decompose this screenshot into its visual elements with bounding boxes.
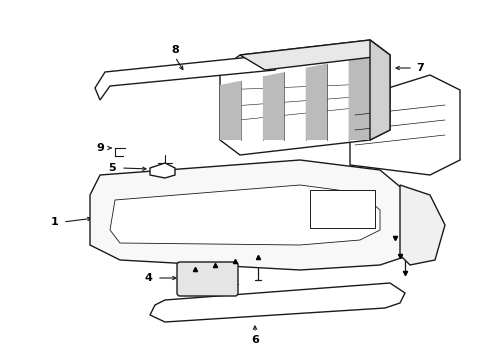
- Polygon shape: [350, 75, 460, 175]
- Polygon shape: [90, 160, 420, 270]
- Polygon shape: [150, 283, 405, 322]
- Polygon shape: [110, 185, 380, 245]
- Polygon shape: [370, 40, 390, 140]
- Polygon shape: [263, 72, 284, 140]
- Text: 6: 6: [251, 335, 259, 345]
- Polygon shape: [220, 81, 242, 140]
- Text: 2: 2: [354, 290, 362, 300]
- Text: 4: 4: [144, 273, 152, 283]
- Polygon shape: [240, 40, 390, 70]
- Polygon shape: [400, 185, 445, 265]
- FancyBboxPatch shape: [310, 190, 375, 228]
- Polygon shape: [306, 64, 327, 140]
- Text: 5: 5: [108, 163, 116, 173]
- Text: 8: 8: [171, 45, 179, 55]
- Polygon shape: [95, 55, 280, 100]
- Polygon shape: [220, 40, 390, 155]
- FancyBboxPatch shape: [177, 262, 238, 296]
- Polygon shape: [348, 55, 370, 140]
- Text: 3: 3: [121, 175, 129, 185]
- Text: 1: 1: [51, 217, 59, 227]
- Text: 7: 7: [416, 63, 424, 73]
- Polygon shape: [150, 163, 175, 178]
- Text: 9: 9: [96, 143, 104, 153]
